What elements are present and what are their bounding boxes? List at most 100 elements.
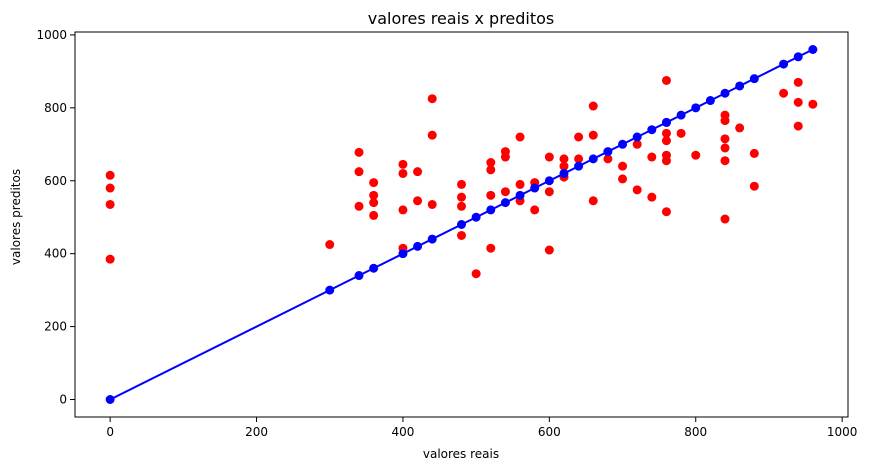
red-point <box>720 156 730 166</box>
blue-point <box>457 220 466 229</box>
red-point <box>661 128 671 138</box>
blue-point <box>808 45 818 54</box>
y-axis: 0 200 400 600 800 1000 <box>36 28 75 407</box>
x-tick-label: 1000 <box>827 425 858 439</box>
red-point <box>413 167 423 177</box>
red-point <box>398 168 408 178</box>
red-point <box>588 101 598 111</box>
red-point <box>354 147 364 157</box>
red-point <box>676 128 686 138</box>
x-tick-label: 200 <box>245 425 268 439</box>
x-tick-label: 0 <box>106 425 114 439</box>
blue-point <box>471 212 481 222</box>
blue-point <box>647 125 657 135</box>
red-point <box>354 201 364 211</box>
blue-point <box>618 139 628 149</box>
red-point <box>603 154 613 164</box>
red-point <box>793 121 803 131</box>
red-point <box>720 134 730 144</box>
red-point <box>354 167 364 177</box>
red-point <box>544 152 554 162</box>
blue-point <box>588 154 598 164</box>
red-point <box>793 97 803 107</box>
red-point <box>749 181 759 191</box>
blue-point <box>369 263 379 273</box>
x-tick-label: 600 <box>538 425 561 439</box>
red-point <box>486 158 496 168</box>
red-point <box>661 207 671 217</box>
red-point <box>793 77 803 87</box>
red-point <box>749 148 759 158</box>
red-point <box>588 130 598 140</box>
blue-point <box>661 117 671 127</box>
red-point <box>647 152 657 162</box>
red-point <box>808 99 818 109</box>
red-point <box>515 179 525 189</box>
blue-point <box>793 52 803 62</box>
blue-point <box>559 168 569 178</box>
red-point <box>647 192 657 202</box>
red-point <box>471 269 481 279</box>
blue-point <box>398 249 408 259</box>
x-tick-label: 800 <box>684 425 707 439</box>
blue-point <box>354 271 364 281</box>
red-point <box>398 159 408 169</box>
red-point <box>720 116 730 126</box>
red-point <box>632 139 642 149</box>
red-point <box>427 199 437 209</box>
blue-point <box>544 176 554 186</box>
blue-point <box>691 103 701 113</box>
red-point <box>735 123 745 133</box>
red-point <box>544 187 554 197</box>
red-point <box>369 178 379 188</box>
y-tick-label: 200 <box>44 320 67 334</box>
blue-point <box>325 285 335 295</box>
red-point <box>413 196 423 206</box>
red-point <box>427 94 437 104</box>
red-point <box>661 75 671 85</box>
blue-point <box>574 161 584 171</box>
red-point <box>720 214 730 224</box>
red-point <box>457 179 466 189</box>
blue-point <box>705 96 715 106</box>
red-point <box>779 88 789 98</box>
red-point <box>588 196 598 206</box>
red-point <box>457 201 466 211</box>
red-point <box>632 185 642 195</box>
chart-title: valores reais x preditos <box>368 9 555 28</box>
red-point <box>105 170 115 180</box>
red-point <box>369 210 379 220</box>
y-tick-label: 400 <box>44 247 67 261</box>
red-point <box>618 161 628 171</box>
x-axis-label: valores reais <box>423 447 499 461</box>
blue-point <box>105 395 115 404</box>
blue-point <box>530 183 540 193</box>
blue-point <box>632 132 642 142</box>
red-point <box>325 240 335 250</box>
blue-point <box>779 59 789 69</box>
y-tick-label: 800 <box>44 101 67 115</box>
red-point <box>559 161 569 171</box>
red-point <box>544 245 554 255</box>
red-point <box>486 243 496 253</box>
red-point <box>720 143 730 153</box>
blue-point <box>515 190 525 200</box>
y-tick-label: 0 <box>59 393 67 407</box>
red-point <box>691 150 701 160</box>
x-tick-label: 400 <box>391 425 414 439</box>
blue-point <box>486 205 496 215</box>
red-point <box>457 230 466 240</box>
blue-point <box>735 81 745 91</box>
red-point <box>661 136 671 146</box>
red-point <box>515 132 525 142</box>
blue-point <box>749 74 759 84</box>
red-point <box>486 165 496 175</box>
red-point <box>618 174 628 184</box>
plot-frame <box>74 31 849 418</box>
x-axis: 0 200 400 600 800 1000 <box>106 417 857 439</box>
blue-point <box>413 241 423 251</box>
red-point <box>369 198 379 208</box>
red-point <box>661 156 671 166</box>
y-axis-label: valores preditos <box>9 169 23 265</box>
